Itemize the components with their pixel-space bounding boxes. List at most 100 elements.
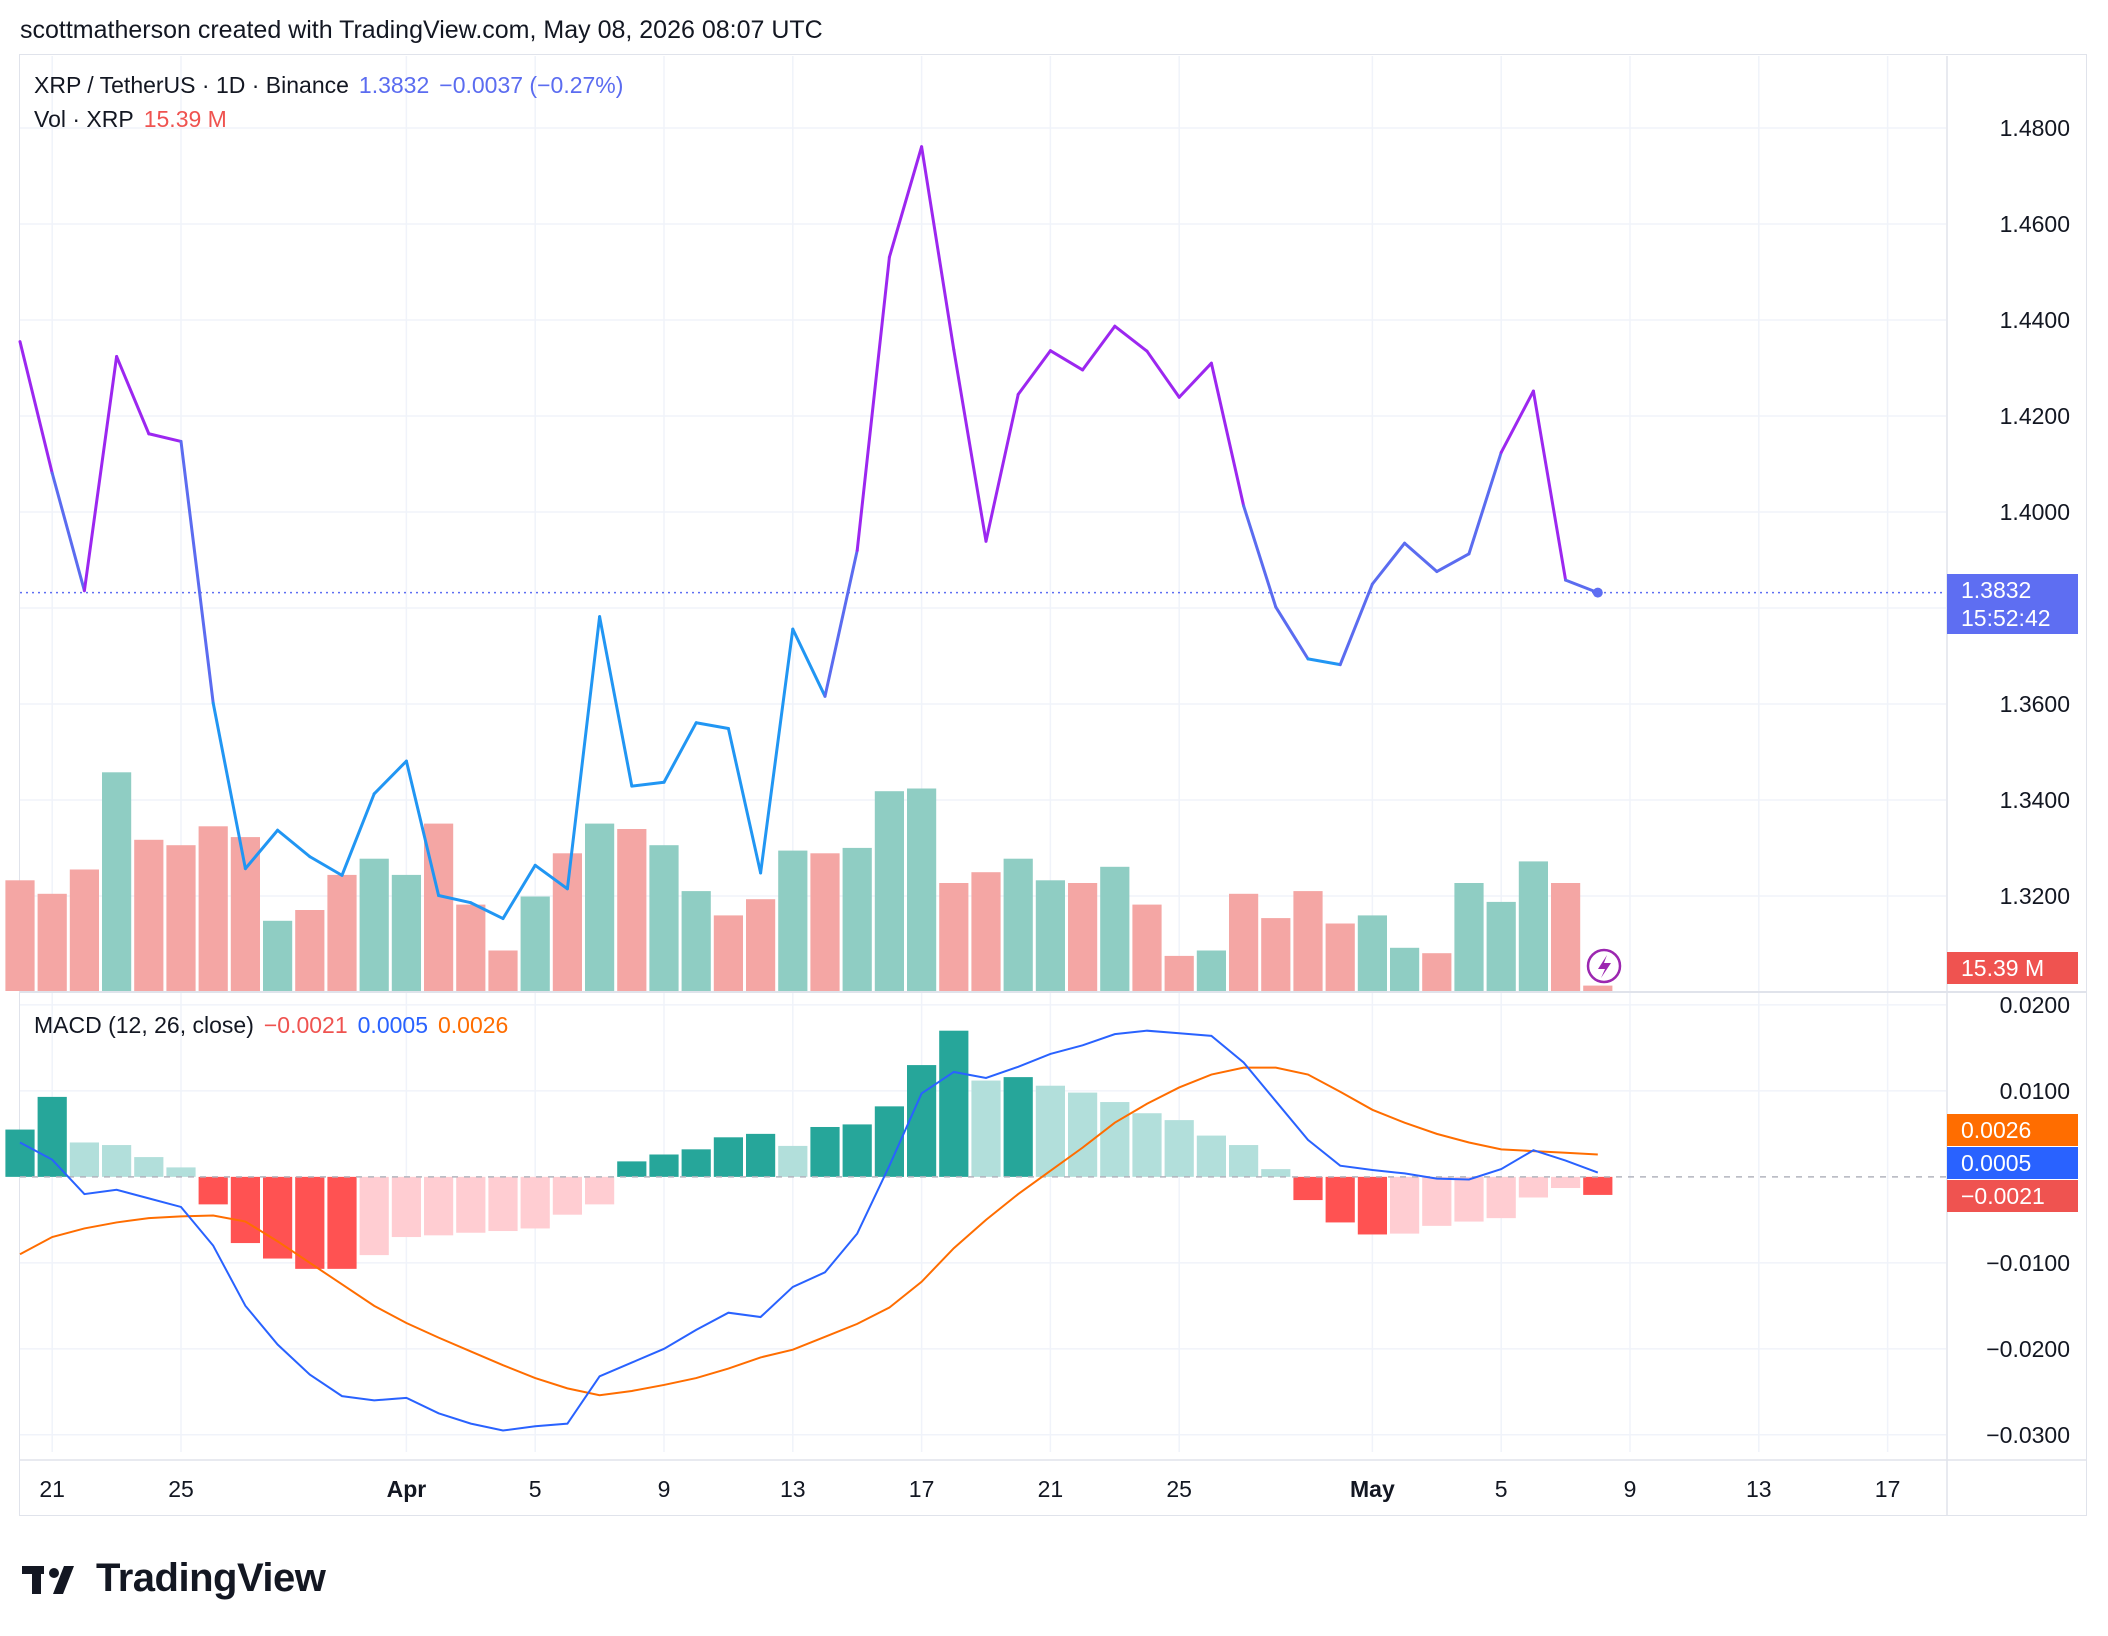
volume-bar [295, 910, 325, 991]
volume-bar [585, 823, 615, 991]
volume-bar [391, 874, 421, 991]
price-axis-label: 1.4800 [1999, 115, 2070, 141]
time-axis-label: 21 [1037, 1476, 1064, 1502]
time-axis-label: Apr [386, 1476, 427, 1502]
volume-bar [939, 883, 969, 991]
tradingview-logo[interactable]: TradingView [22, 1556, 326, 1601]
volume-bar [230, 837, 260, 991]
price-segment [565, 615, 602, 891]
time-axis-label: 21 [39, 1476, 65, 1502]
histogram-bar [456, 1176, 486, 1233]
volume-bar [1583, 985, 1613, 991]
price-segment [1403, 541, 1439, 574]
price-tag-value: 1.3832 [1961, 577, 2032, 603]
histogram-bar [1518, 1176, 1548, 1198]
histogram-bar [1068, 1092, 1098, 1177]
price-segment [1177, 361, 1213, 399]
histogram-bar [842, 1124, 872, 1177]
histogram-bar [488, 1176, 518, 1232]
price-segment [1081, 324, 1117, 372]
volume-bar [552, 853, 582, 991]
price-axis-label: 1.3600 [1999, 691, 2070, 717]
histogram-bar [520, 1176, 550, 1229]
volume-bar [5, 880, 35, 991]
volume-bar [1422, 953, 1452, 991]
price-segment [598, 615, 634, 788]
volume-bar [1261, 918, 1291, 991]
price-segment [50, 471, 86, 593]
price-segment [115, 354, 151, 436]
volume-bar [1132, 904, 1162, 991]
price-segment [211, 701, 247, 871]
price-segment [887, 145, 924, 259]
price-segment [404, 759, 441, 898]
histogram-bar [295, 1176, 325, 1269]
time-axis-label: 25 [1166, 1476, 1192, 1502]
histogram-bar [1293, 1176, 1323, 1201]
histogram-bar [1003, 1077, 1033, 1177]
volume-bar [746, 899, 776, 991]
time-axis-label: 5 [1494, 1476, 1508, 1502]
price-segment [1435, 552, 1471, 574]
volume-bar [488, 950, 518, 991]
price-segment [82, 354, 119, 593]
tradingview-logo-icon [22, 1565, 74, 1594]
volume-bar [166, 845, 196, 991]
volume-bar [520, 896, 550, 991]
volume-bar [198, 826, 228, 991]
histogram-bar [617, 1161, 647, 1177]
histogram-bar [746, 1133, 776, 1177]
volume-bar [1551, 883, 1581, 991]
signal-tag: 0.0026 [1947, 1114, 2078, 1146]
last-price-dot [1592, 587, 1603, 598]
time-axis-label: 13 [1746, 1476, 1772, 1502]
price-segment [1467, 450, 1503, 556]
countdown-value: 15:52:42 [1961, 605, 2051, 631]
price-legend: XRP / TetherUS · 1D · Binance 1.3832 −0.00… [34, 72, 633, 99]
volume-bar [1325, 923, 1355, 991]
histogram-bar [263, 1176, 293, 1259]
histogram-bar [649, 1154, 679, 1177]
histogram-bar [37, 1096, 67, 1177]
price-axis-label: 1.4200 [1999, 403, 2070, 429]
price-segment [276, 828, 312, 859]
macd-label[interactable]: MACD (12, 26, close) [34, 1012, 254, 1038]
time-axis-label: 17 [1874, 1476, 1901, 1502]
macd-tag: 0.0005 [1947, 1147, 2078, 1179]
macd-line [19, 1029, 1599, 1432]
volume-bar [1003, 858, 1033, 991]
histogram-tag: −0.0021 [1947, 1180, 2078, 1212]
price-segment [372, 759, 408, 796]
histogram-bar [198, 1176, 228, 1205]
price-segment [984, 392, 1020, 543]
histogram-bar [1035, 1085, 1065, 1177]
volume-bar [327, 874, 357, 991]
histogram-bar [1422, 1176, 1452, 1226]
time-axis-label: 25 [168, 1476, 194, 1502]
symbol-label[interactable]: XRP / TetherUS · 1D · Binance [34, 72, 349, 98]
histogram-bar [1454, 1176, 1484, 1222]
volume-label[interactable]: Vol · XRP [34, 106, 134, 132]
volume-bar [1229, 893, 1259, 991]
volume-bar [1357, 915, 1387, 991]
histogram-bar [391, 1176, 421, 1238]
macd-line-value: 0.0005 [357, 1012, 428, 1038]
tradingview-logo-text: TradingView [96, 1556, 326, 1600]
histogram-bar [778, 1145, 808, 1177]
price-segment [1306, 657, 1342, 667]
time-axis-label: 9 [1623, 1476, 1637, 1502]
histogram-bar [1551, 1176, 1581, 1189]
macd-lines [19, 1029, 1599, 1432]
histogram-bar [1390, 1176, 1420, 1234]
histogram-bar [681, 1149, 711, 1177]
volume-bar [1390, 947, 1420, 991]
volume-bar [69, 869, 99, 991]
volume-bar [617, 829, 647, 991]
price-axis-label: 1.4600 [1999, 211, 2070, 237]
price-segment [920, 145, 956, 352]
volume-legend: Vol · XRP 15.39 M [34, 106, 237, 133]
price-segment [662, 721, 698, 784]
histogram-bar [1325, 1176, 1355, 1223]
price-segment [855, 255, 891, 552]
